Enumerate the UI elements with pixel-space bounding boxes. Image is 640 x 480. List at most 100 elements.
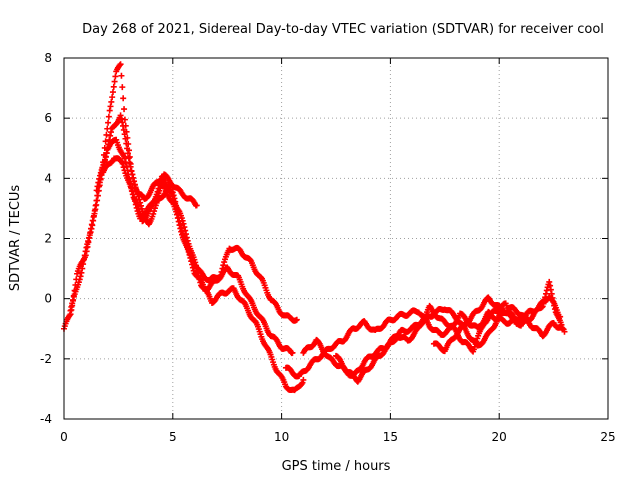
data-point bbox=[96, 172, 103, 179]
data-point bbox=[68, 303, 75, 310]
data-point bbox=[289, 349, 296, 356]
data-point bbox=[106, 107, 113, 114]
data-point bbox=[551, 302, 558, 309]
data-point bbox=[75, 279, 82, 286]
data-point bbox=[129, 188, 136, 195]
data-point bbox=[121, 167, 128, 174]
data-point bbox=[122, 135, 129, 142]
y-tick-label: 4 bbox=[44, 171, 52, 185]
data-point bbox=[133, 204, 140, 211]
data-point bbox=[130, 191, 137, 198]
data-point bbox=[177, 225, 184, 232]
data-point bbox=[91, 207, 98, 214]
x-axis-label: GPS time / hours bbox=[282, 459, 391, 474]
series-track-upper bbox=[61, 61, 200, 332]
data-point bbox=[121, 155, 128, 162]
data-point bbox=[124, 150, 131, 157]
data-point bbox=[86, 232, 93, 239]
data-point bbox=[109, 89, 116, 96]
data-point bbox=[94, 183, 101, 190]
data-point bbox=[120, 122, 127, 129]
data-point bbox=[83, 244, 90, 251]
data-point bbox=[131, 194, 138, 201]
y-tick-label: -4 bbox=[40, 412, 52, 426]
y-tick-label: 0 bbox=[44, 292, 52, 306]
data-point bbox=[105, 119, 112, 126]
x-tick-label: 20 bbox=[492, 430, 507, 444]
data-point bbox=[194, 269, 201, 276]
data-point bbox=[79, 265, 86, 272]
data-point bbox=[189, 264, 196, 271]
data-point bbox=[184, 237, 191, 244]
data-point bbox=[66, 312, 73, 319]
data-point bbox=[103, 150, 110, 157]
series-track-late-4 bbox=[430, 278, 566, 355]
data-point bbox=[84, 241, 91, 248]
x-tick-label: 0 bbox=[60, 430, 68, 444]
data-point bbox=[112, 73, 119, 80]
data-point bbox=[89, 222, 96, 229]
data-point bbox=[192, 259, 199, 266]
data-point bbox=[78, 269, 85, 276]
data-point bbox=[118, 72, 125, 79]
data-point bbox=[542, 294, 549, 301]
data-point bbox=[105, 113, 112, 120]
x-tick-label: 15 bbox=[383, 430, 398, 444]
data-point bbox=[119, 119, 126, 126]
data-point bbox=[117, 61, 124, 68]
data-point bbox=[102, 153, 109, 160]
data-point bbox=[80, 256, 87, 263]
data-point bbox=[547, 286, 554, 293]
data-point bbox=[96, 175, 103, 182]
data-point bbox=[69, 300, 76, 307]
data-point bbox=[131, 181, 138, 188]
data-point bbox=[173, 211, 180, 218]
data-point bbox=[90, 217, 97, 224]
chart-title: Day 268 of 2021, Sidereal Day-to-day VTE… bbox=[82, 22, 604, 37]
data-point bbox=[193, 265, 200, 272]
data-point bbox=[551, 306, 558, 313]
data-point bbox=[93, 187, 100, 194]
data-point bbox=[138, 202, 145, 209]
data-point bbox=[103, 131, 110, 138]
data-point bbox=[131, 198, 138, 205]
data-point bbox=[541, 297, 548, 304]
data-point bbox=[151, 208, 158, 215]
data-point bbox=[123, 163, 130, 170]
data-point bbox=[539, 303, 546, 310]
data-point bbox=[85, 235, 92, 242]
data-point bbox=[102, 156, 109, 163]
data-point bbox=[176, 222, 183, 229]
y-axis-label: SDTVAR / TECUs bbox=[8, 185, 23, 292]
data-point bbox=[120, 95, 127, 102]
x-tick-label: 5 bbox=[169, 430, 177, 444]
data-point bbox=[558, 321, 565, 328]
data-point bbox=[90, 212, 97, 219]
data-point bbox=[540, 300, 547, 307]
data-point bbox=[175, 207, 182, 214]
data-point bbox=[550, 298, 557, 305]
data-point bbox=[120, 164, 127, 171]
data-point bbox=[80, 261, 87, 268]
grid bbox=[64, 58, 608, 419]
data-point bbox=[188, 258, 195, 265]
data-point bbox=[131, 178, 138, 185]
data-point bbox=[559, 325, 566, 332]
data-point bbox=[126, 153, 133, 160]
data-point bbox=[135, 193, 142, 200]
data-point bbox=[82, 248, 89, 255]
data-point bbox=[293, 316, 300, 323]
y-tick-label: 8 bbox=[44, 51, 52, 65]
x-tick-label: 10 bbox=[274, 430, 289, 444]
data-point bbox=[130, 174, 137, 181]
x-tick-label: 25 bbox=[600, 430, 615, 444]
data-point bbox=[561, 328, 568, 335]
series-track-late-1 bbox=[282, 307, 524, 380]
data-point bbox=[67, 307, 74, 314]
data-point bbox=[76, 276, 83, 283]
data-point bbox=[121, 106, 128, 113]
data-point bbox=[150, 210, 157, 217]
data-point bbox=[543, 287, 550, 294]
data-point bbox=[179, 217, 186, 224]
data-point bbox=[108, 129, 115, 136]
